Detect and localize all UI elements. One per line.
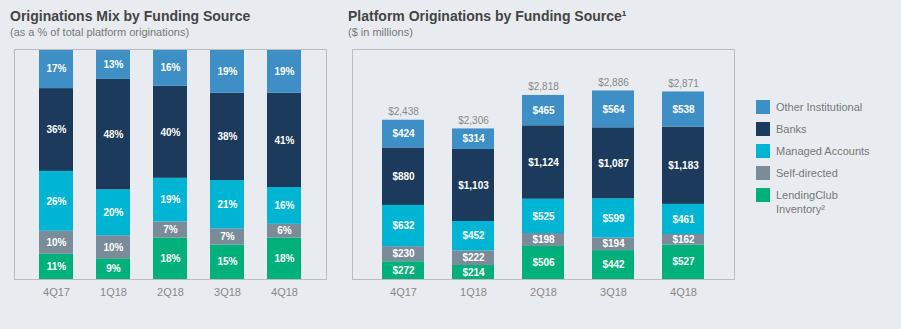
svg-text:$527: $527	[672, 256, 695, 267]
svg-text:$272: $272	[392, 265, 415, 276]
svg-text:36%: 36%	[46, 124, 66, 135]
html-text:(as a % of total platform orig: (as a % of total platform originations)	[10, 26, 190, 38]
svg-text:20%: 20%	[103, 207, 123, 218]
svg-text:4Q17: 4Q17	[390, 286, 417, 298]
svg-text:$452: $452	[462, 230, 485, 241]
svg-text:$599: $599	[602, 213, 625, 224]
svg-text:15%: 15%	[217, 256, 237, 267]
svg-text:21%: 21%	[217, 199, 237, 210]
svg-text:$2,306: $2,306	[458, 115, 489, 126]
svg-text:$632: $632	[392, 220, 415, 231]
svg-text:$465: $465	[532, 105, 555, 116]
svg-text:3Q18: 3Q18	[214, 286, 241, 298]
svg-text:$1,087: $1,087	[598, 158, 629, 169]
html-text:LendingClub Inventory²: LendingClub Inventory²	[776, 189, 838, 215]
svg-text:16%: 16%	[160, 62, 180, 73]
svg-text:$506: $506	[532, 257, 555, 268]
svg-text:$2,818: $2,818	[528, 81, 559, 92]
svg-text:38%: 38%	[217, 131, 237, 142]
svg-text:16%: 16%	[274, 200, 294, 211]
svg-text:$442: $442	[602, 259, 625, 270]
svg-text:$525: $525	[532, 211, 555, 222]
svg-text:10%: 10%	[103, 242, 123, 253]
svg-text:$1,103: $1,103	[458, 180, 489, 191]
html-text:Self-directed: Self-directed	[776, 167, 838, 179]
svg-text:2Q18: 2Q18	[530, 286, 557, 298]
svg-text:$194: $194	[602, 238, 625, 249]
svg-text:6%: 6%	[277, 225, 292, 236]
svg-text:40%: 40%	[160, 127, 180, 138]
svg-text:$162: $162	[672, 234, 695, 245]
svg-text:$2,438: $2,438	[388, 106, 419, 117]
html-text:Managed Accounts: Managed Accounts	[776, 145, 870, 157]
svg-text:4Q17: 4Q17	[43, 286, 70, 298]
svg-text:19%: 19%	[217, 66, 237, 77]
svg-text:$314: $314	[462, 133, 485, 144]
svg-text:18%: 18%	[274, 253, 294, 264]
html-text:Banks: Banks	[776, 123, 807, 135]
svg-text:41%: 41%	[274, 135, 294, 146]
svg-text:19%: 19%	[160, 194, 180, 205]
svg-text:$2,871: $2,871	[668, 78, 699, 89]
svg-text:11%: 11%	[47, 261, 67, 272]
svg-text:$461: $461	[672, 214, 695, 225]
svg-text:7%: 7%	[220, 231, 235, 242]
html-text:Originations Mix by Funding So: Originations Mix by Funding Source	[10, 8, 251, 24]
svg-text:10%: 10%	[46, 237, 66, 248]
svg-text:13%: 13%	[103, 59, 123, 70]
html-text:Platform Originations by Fundi: Platform Originations by Funding Source¹	[348, 8, 627, 24]
svg-text:2Q18: 2Q18	[157, 286, 184, 298]
svg-text:$1,124: $1,124	[528, 157, 559, 168]
svg-text:3Q18: 3Q18	[600, 286, 627, 298]
html-text:($ in millions): ($ in millions)	[348, 26, 413, 38]
svg-text:26%: 26%	[46, 196, 66, 207]
svg-text:18%: 18%	[160, 253, 180, 264]
svg-text:9%: 9%	[106, 263, 121, 274]
svg-text:$1,183: $1,183	[668, 160, 699, 171]
svg-text:$538: $538	[672, 104, 695, 115]
svg-text:$214: $214	[462, 267, 485, 278]
svg-text:48%: 48%	[103, 129, 123, 140]
svg-text:$222: $222	[462, 252, 485, 263]
svg-text:17%: 17%	[46, 63, 66, 74]
svg-text:19%: 19%	[274, 66, 294, 77]
svg-text:$230: $230	[392, 248, 415, 259]
svg-text:$198: $198	[532, 234, 555, 245]
html-text:Other Institutional: Other Institutional	[776, 101, 863, 113]
svg-text:$424: $424	[392, 128, 415, 139]
svg-text:1Q18: 1Q18	[460, 286, 487, 298]
svg-text:$2,886: $2,886	[598, 77, 629, 88]
svg-text:4Q18: 4Q18	[271, 286, 298, 298]
svg-text:1Q18: 1Q18	[100, 286, 127, 298]
svg-text:$564: $564	[602, 104, 625, 115]
svg-text:$880: $880	[392, 171, 415, 182]
svg-text:7%: 7%	[163, 224, 178, 235]
svg-text:4Q18: 4Q18	[670, 286, 697, 298]
